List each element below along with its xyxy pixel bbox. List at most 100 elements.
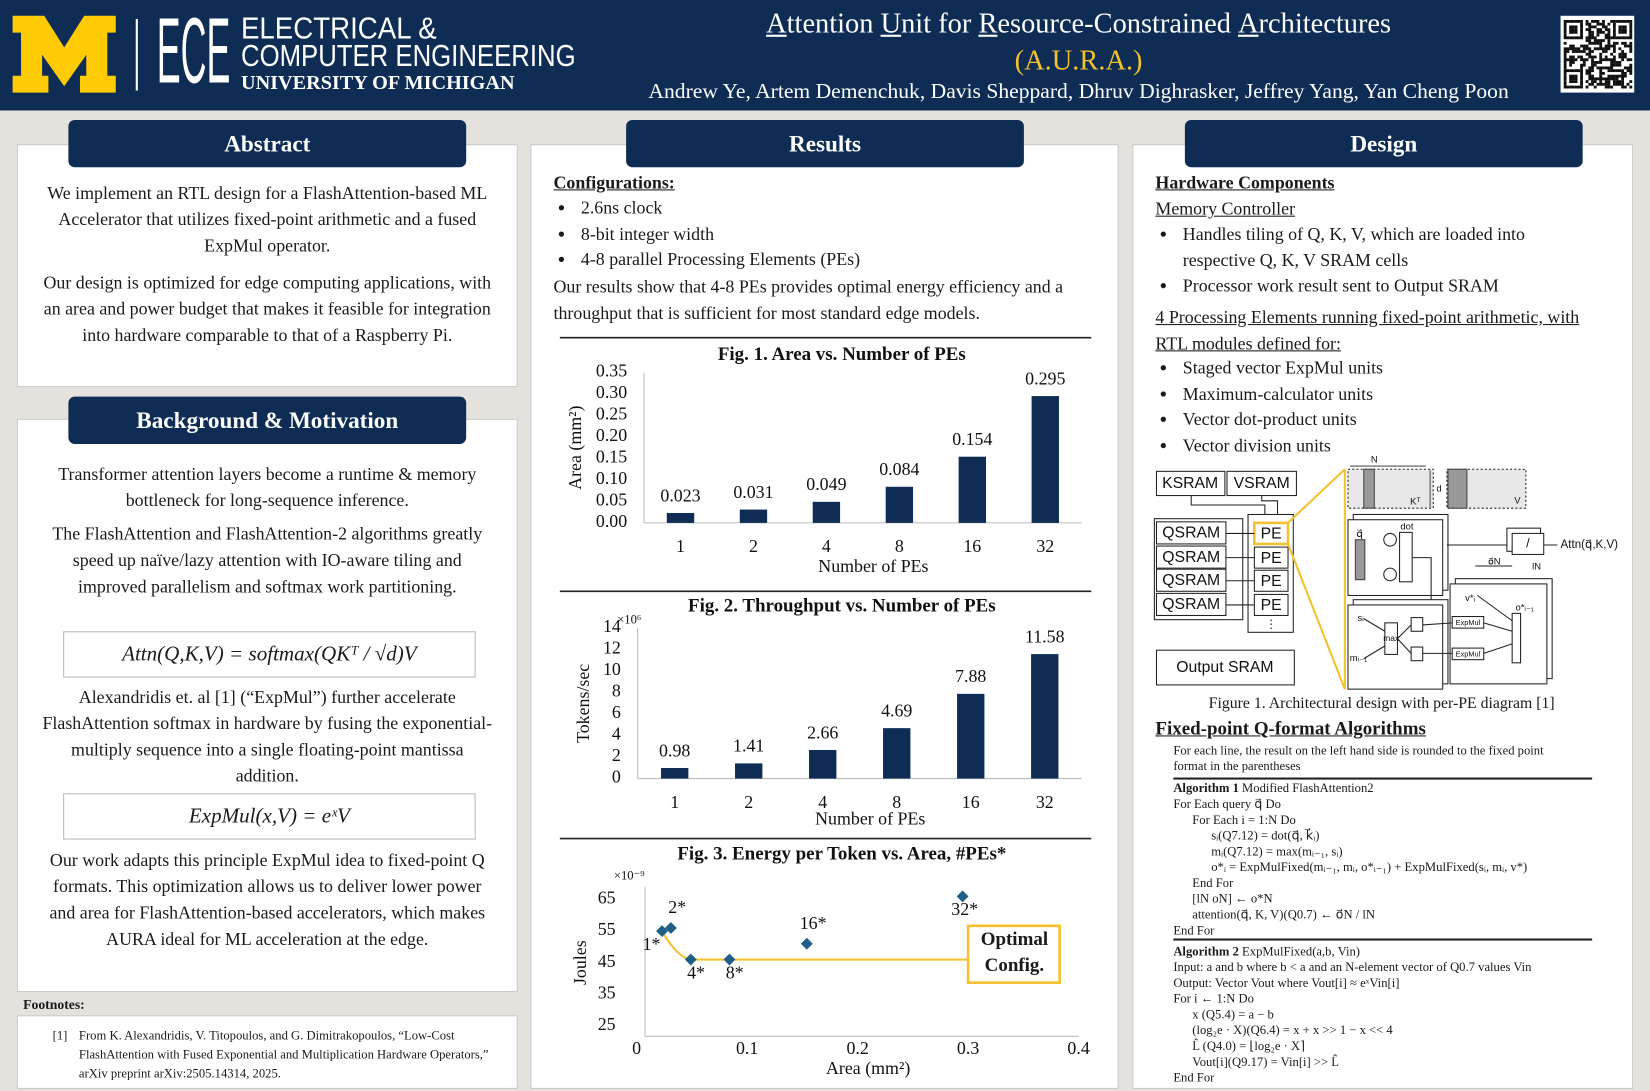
qr-cell [1596,39,1600,42]
qr-cell [1610,44,1614,48]
qr-cell [1563,77,1567,81]
qr-cell [1621,77,1625,81]
pe-list: Staged vector ExpMul unitsMaximum-calcul… [1155,356,1599,459]
bullet-item: Handles tiling of Q, K, V, which are loa… [1179,222,1579,274]
qr-cell [1588,30,1592,34]
qr-cell [1585,19,1589,23]
diagram-label: QSRAM [1162,549,1220,566]
qr-cell [1626,66,1630,70]
qr-cell [1629,69,1633,73]
qr-cell [1585,85,1589,89]
qr-cell [1563,58,1567,62]
qr-cell [1563,47,1567,51]
footnote-marker: [1] [52,1027,68,1043]
qr-cell [1588,25,1592,29]
qr-cell [1626,69,1630,73]
title-word: Attention [766,7,874,39]
qr-cell [1588,22,1592,26]
poster-title: Attention Unit for Resource-Constrained … [589,4,1568,42]
section-heading: Design [1184,119,1583,168]
qr-cell [1569,47,1573,51]
section-heading: Results [626,119,1024,168]
qr-cell [1623,19,1627,23]
qr-cell [1629,66,1633,70]
kt-tile [1347,468,1434,509]
qr-cell [1580,58,1583,62]
x-tick-label: 8 [892,792,901,812]
qr-cell [1599,28,1603,32]
y-tick-label: 4 [612,724,621,744]
qr-cell [1629,25,1633,29]
qr-cell [1621,52,1625,56]
diagram-label: QSRAM [1162,525,1220,542]
qr-code [1560,15,1635,93]
qr-cell [1621,82,1625,86]
qr-cell [1585,47,1589,51]
data-label: 2.66 [807,722,838,742]
data-label: 0.98 [659,740,690,760]
qr-cell [1602,47,1605,51]
qr-cell [1612,77,1616,81]
university-name: UNIVERSITY OF MICHIGAN [241,72,515,94]
qr-cell [1593,55,1597,59]
qr-cell [1588,77,1592,81]
qr-cell [1571,69,1575,73]
algorithm-line: (log₂e · X)(Q6.4) = x + x >> 1 − x << 4 [1192,1022,1393,1038]
qr-cell [1618,28,1622,32]
abstract-panel [16,144,518,388]
y-axis-label: Area (mm²) [565,405,586,489]
qr-cell [1571,36,1575,40]
diagram-label: Output SRAM [1176,659,1273,676]
x-tick-label: 1 [670,792,679,812]
bullet-item: Vector dot-product units [1179,407,1600,433]
qr-cell [1580,19,1583,23]
diagram-label: q⃗ [1356,528,1363,540]
qr-cell [1588,41,1592,45]
ellipsis: ⋮ [1265,618,1277,631]
qr-cell [1607,30,1611,34]
qr-cell [1596,61,1600,64]
diagram-label: mᵢ₋₁ [1350,653,1368,664]
qr-cell [1626,19,1630,23]
qr-cell [1574,25,1578,29]
qr-cell [1563,52,1567,56]
data-label: 0.031 [733,482,773,502]
qr-cell [1580,82,1583,86]
qr-cell [1604,66,1608,70]
diagram-label: o*ᵢ₋₁ [1515,603,1534,614]
diagram-label: / [1526,536,1530,550]
qr-cell [1618,55,1622,59]
qr-cell [1612,55,1616,59]
sram-box [1226,470,1297,497]
qr-cell [1580,25,1583,29]
qr-cell [1610,69,1614,73]
scatter-point [956,890,969,903]
qr-cell [1602,22,1605,26]
qr-cell [1571,85,1575,89]
header-bar [0,0,1650,111]
qr-cell [1574,85,1578,89]
acc-unit [1511,612,1522,664]
x-tick-label: 0.3 [957,1038,979,1058]
y-tick-label: 65 [598,888,616,908]
qr-cell [1623,74,1627,78]
algorithm-line: mᵢ(Q7.12) = max(mᵢ₋₁, sᵢ) [1211,843,1343,859]
bullet-item: Processor work result sent to Output SRA… [1179,274,1579,300]
qr-cell [1599,22,1603,26]
qr-cell [1588,28,1592,32]
data-label: 0.295 [1025,368,1065,388]
x-axis-label: Number of PEs [818,556,928,576]
y-tick-label: 25 [598,1014,616,1034]
diagram-label: KSRAM [1162,475,1218,492]
qr-cell [1599,52,1603,56]
qr-cell [1612,25,1616,29]
qr-cell [1618,36,1622,40]
paragraph: Transformer attention layers become a ru… [58,463,477,511]
qr-cell [1585,39,1589,42]
memory-list: Handles tiling of Q, K, V, which are loa… [1155,222,1578,299]
qr-cell [1607,82,1611,86]
qr-cell [1618,69,1622,73]
qr-cell [1621,50,1625,53]
qr-cell [1623,28,1627,32]
qr-cell [1563,28,1567,32]
